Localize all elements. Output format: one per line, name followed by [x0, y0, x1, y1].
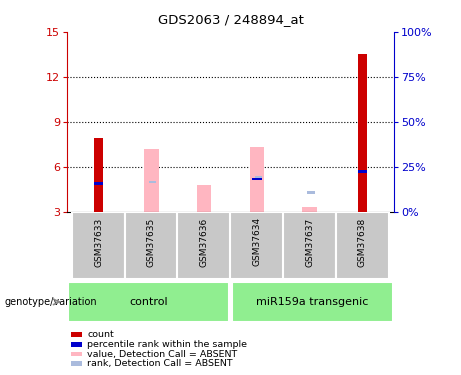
Bar	[68, 282, 230, 322]
Text: GSM37635: GSM37635	[147, 217, 156, 267]
Text: GSM37634: GSM37634	[252, 217, 261, 266]
Bar	[124, 212, 178, 279]
Text: value, Detection Call = ABSENT: value, Detection Call = ABSENT	[87, 350, 237, 358]
Text: percentile rank within the sample: percentile rank within the sample	[87, 340, 247, 349]
Bar	[94, 138, 103, 212]
Bar	[252, 177, 262, 180]
Text: miR159a transgenic: miR159a transgenic	[256, 297, 368, 307]
Bar	[230, 212, 284, 279]
Text: control: control	[130, 297, 168, 307]
Bar	[144, 149, 159, 212]
Bar	[283, 212, 337, 279]
Bar	[149, 180, 156, 183]
Text: count: count	[87, 330, 114, 339]
Bar	[231, 282, 393, 322]
Text: GSM37638: GSM37638	[358, 217, 367, 267]
Bar	[358, 170, 367, 173]
Text: rank, Detection Call = ABSENT: rank, Detection Call = ABSENT	[87, 359, 233, 368]
Bar	[71, 332, 82, 337]
Text: GSM37637: GSM37637	[305, 217, 314, 267]
Text: genotype/variation: genotype/variation	[5, 297, 97, 307]
Bar	[249, 147, 264, 212]
Text: GSM37633: GSM37633	[94, 217, 103, 267]
Bar	[177, 212, 231, 279]
Bar	[302, 207, 317, 212]
Bar	[358, 54, 367, 212]
Bar	[71, 342, 82, 346]
Bar	[307, 191, 315, 194]
Text: GDS2063 / 248894_at: GDS2063 / 248894_at	[158, 13, 303, 26]
Bar	[72, 212, 125, 279]
Bar	[94, 182, 103, 185]
Bar	[71, 362, 82, 366]
Bar	[336, 212, 389, 279]
Text: GSM37636: GSM37636	[200, 217, 209, 267]
Bar	[197, 185, 212, 212]
Bar	[254, 176, 262, 179]
Bar	[71, 352, 82, 356]
